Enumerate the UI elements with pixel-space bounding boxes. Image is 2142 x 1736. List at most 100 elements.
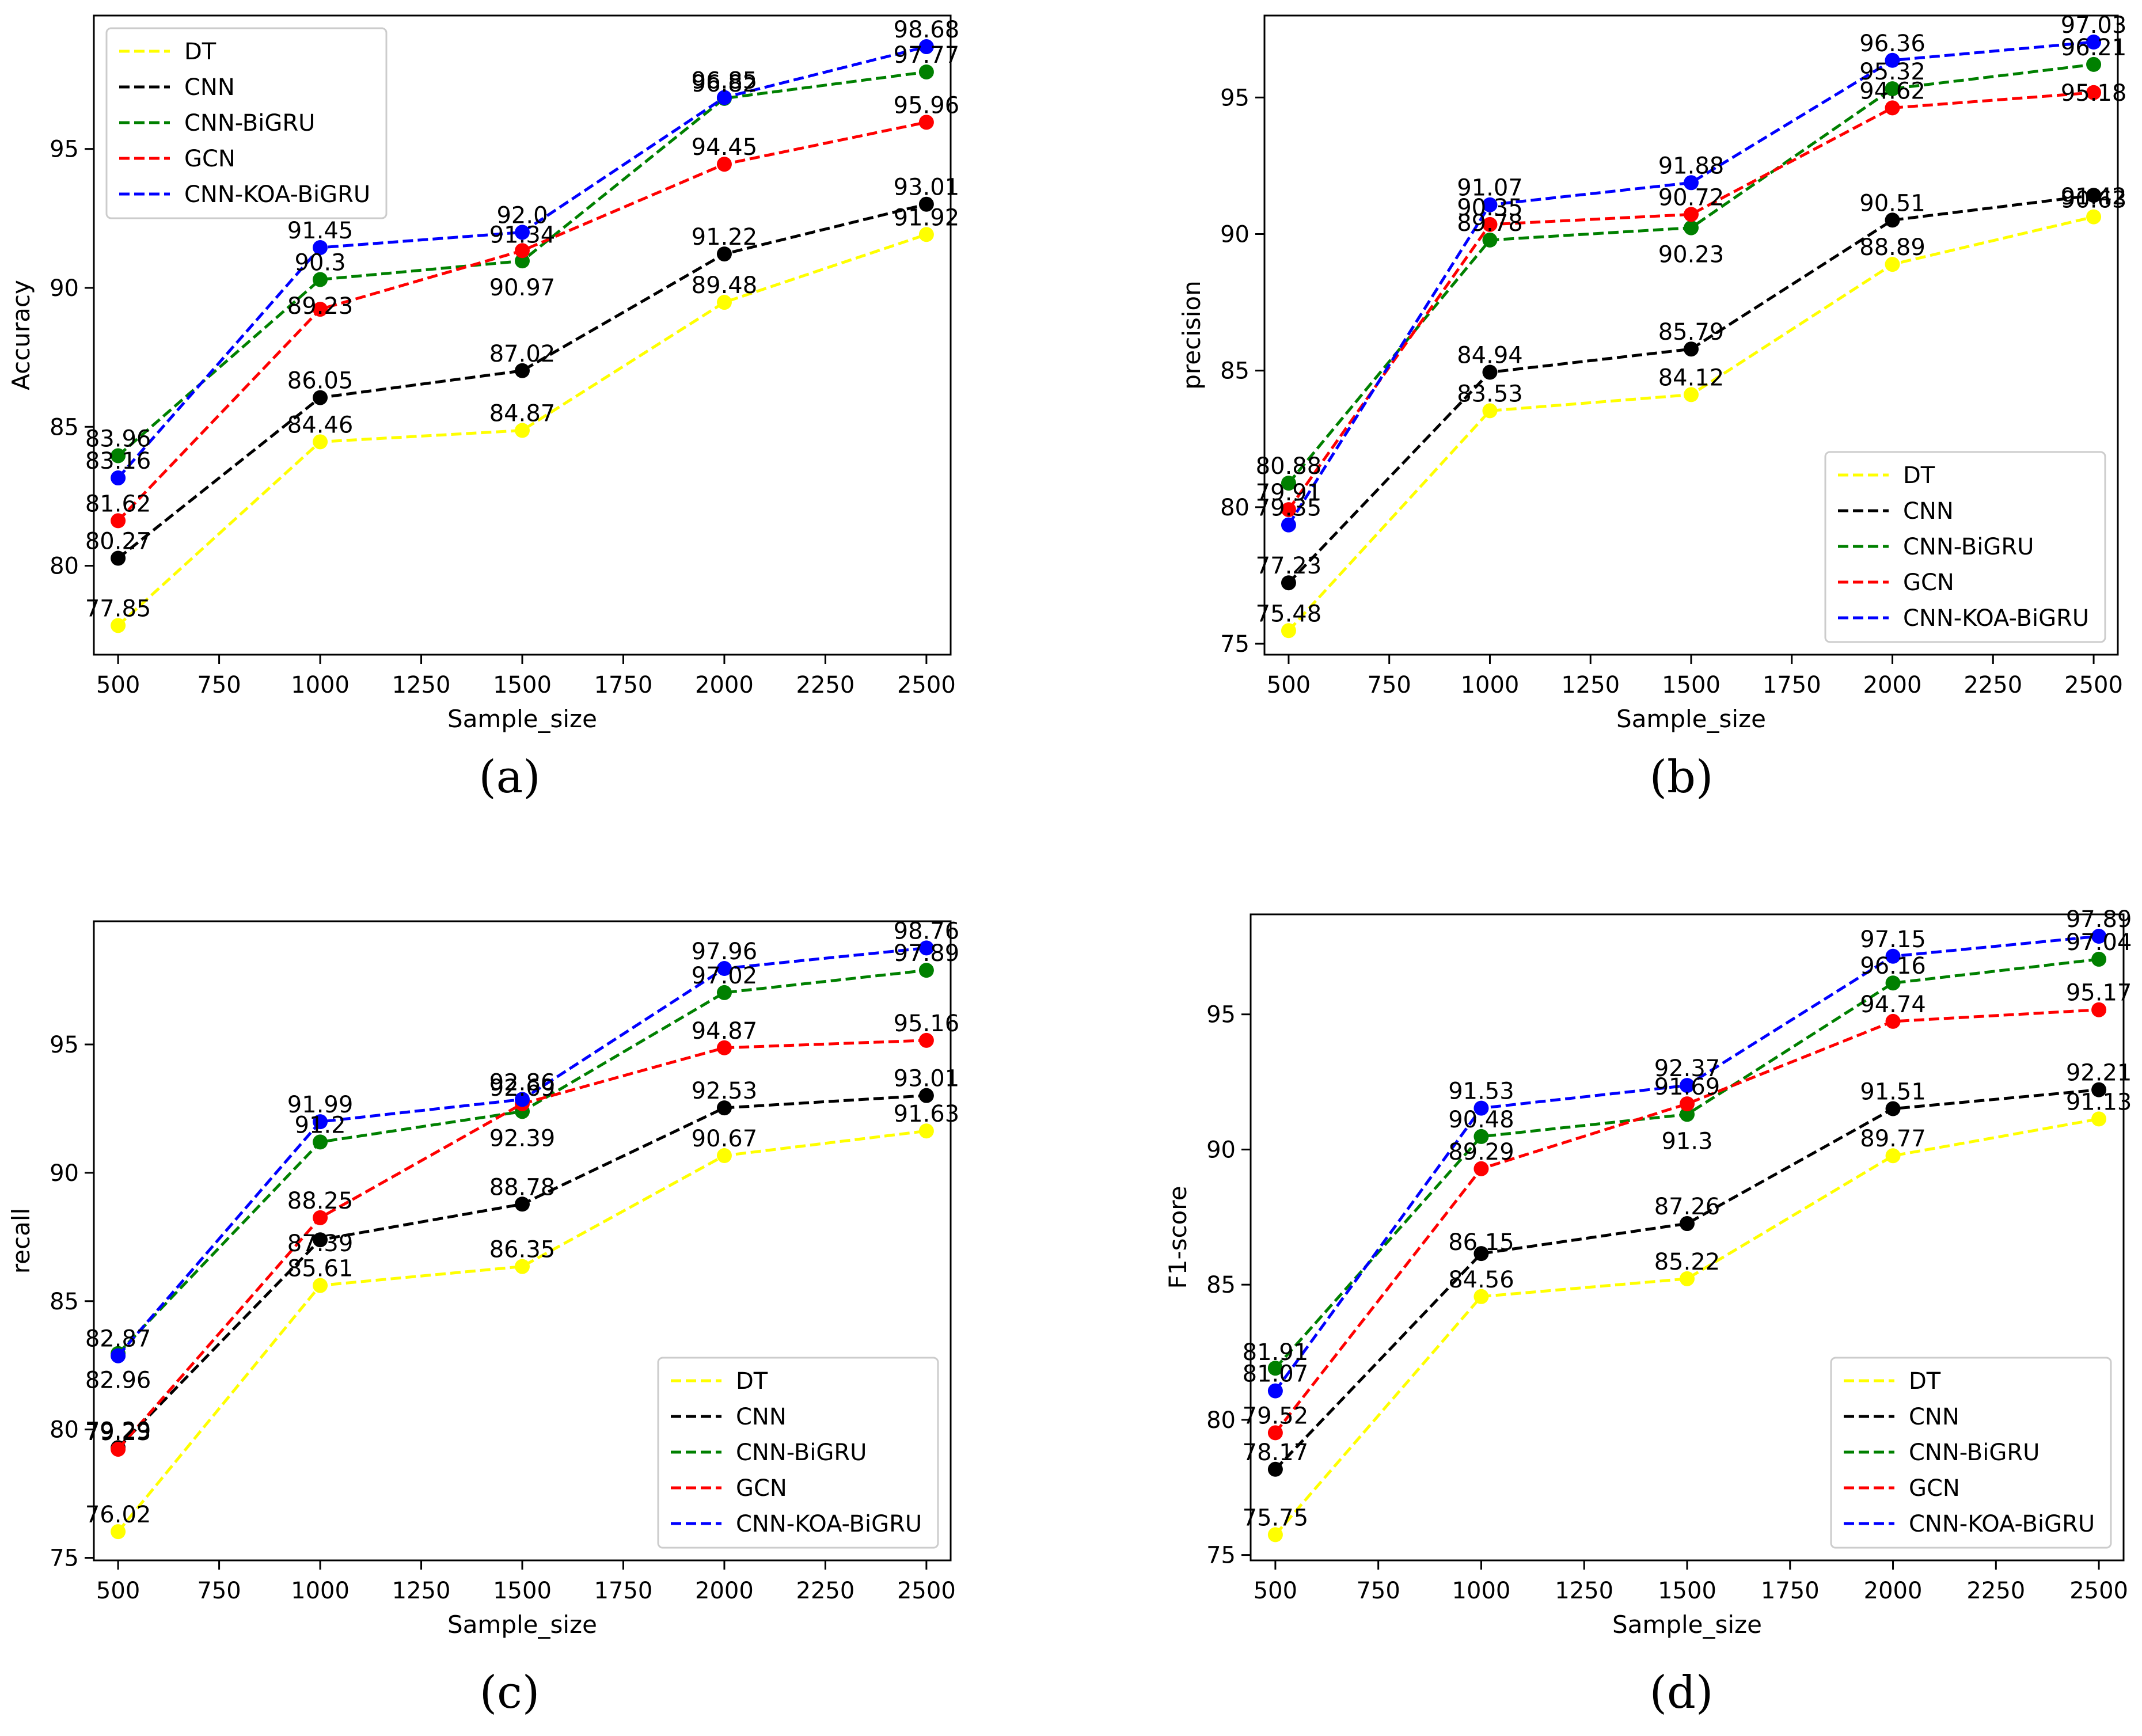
data-label: 87.39 bbox=[287, 1230, 354, 1257]
data-label: 92.39 bbox=[489, 1125, 556, 1152]
data-label: 97.77 bbox=[894, 42, 960, 69]
data-point-cnn-bigru bbox=[313, 1134, 328, 1150]
data-label: 92.37 bbox=[1654, 1055, 1721, 1082]
data-label: 91.88 bbox=[1658, 153, 1725, 179]
data-label: 94.62 bbox=[1859, 78, 1925, 104]
legend: DT CNN CNN-BiGRU GCN CNN-KOA-BiGRU bbox=[657, 1357, 939, 1549]
data-point-cnn bbox=[515, 363, 530, 378]
data-label: 98.76 bbox=[894, 918, 960, 944]
x-tick-label: 1750 bbox=[1761, 1578, 1820, 1604]
data-label: 95.16 bbox=[894, 1011, 960, 1037]
data-point-cnn-bigru bbox=[313, 272, 328, 287]
legend: DT CNN CNN-BiGRU GCN CNN-KOA-BiGRU bbox=[1830, 1357, 2112, 1549]
data-point-dt bbox=[1267, 1527, 1283, 1543]
data-point-dt bbox=[716, 295, 732, 310]
data-point-cnn bbox=[716, 1100, 732, 1116]
data-point-cnn bbox=[1267, 1461, 1283, 1477]
data-point-dt bbox=[111, 618, 126, 633]
data-label: 86.15 bbox=[1448, 1229, 1514, 1256]
legend-entry-gcn: GCN bbox=[1909, 1475, 1960, 1502]
x-tick-label: 500 bbox=[96, 672, 140, 698]
data-label: 82.87 bbox=[85, 1326, 151, 1353]
chart-panel-2: 500 750 1000 1250 1500 1750 2000 2250 2500 75 80 85… bbox=[1178, 12, 2126, 733]
y-tick-label: 85 bbox=[1206, 1272, 1236, 1298]
y-tick-label: 90 bbox=[1220, 221, 1250, 248]
data-point-cnn-bigru bbox=[1482, 232, 1498, 248]
series-line-cnn bbox=[117, 203, 927, 560]
data-label: 93.01 bbox=[894, 174, 960, 201]
data-label: 81.07 bbox=[1243, 1361, 1309, 1388]
data-label: 95.32 bbox=[1859, 59, 1925, 85]
data-point-cnn-koa-bigru bbox=[1281, 517, 1296, 533]
data-point-cnn bbox=[111, 550, 126, 566]
x-tick-label: 1000 bbox=[1461, 672, 1520, 698]
x-tick-label: 2000 bbox=[695, 1578, 754, 1604]
chart-panel-4: 500 750 1000 1250 1500 1750 2000 2250 2500 75 80 85… bbox=[1164, 906, 2132, 1639]
data-point-dt bbox=[1684, 387, 1699, 402]
data-label: 96.82 bbox=[692, 71, 758, 97]
data-point-cnn-koa-bigru bbox=[1885, 948, 1901, 964]
legend-entry-cnn: CNN bbox=[1903, 498, 1954, 525]
data-label: 92.21 bbox=[2066, 1060, 2132, 1087]
data-point-gcn bbox=[1885, 100, 1900, 116]
data-point-dt bbox=[313, 1278, 328, 1293]
x-tick-label: 2500 bbox=[2069, 1578, 2128, 1604]
data-point-cnn-koa-bigru bbox=[111, 470, 126, 486]
data-label: 96.36 bbox=[1859, 31, 1925, 57]
data-point-cnn-bigru bbox=[918, 963, 934, 978]
data-label: 91.2 bbox=[295, 1112, 346, 1138]
data-point-cnn-koa-bigru bbox=[716, 961, 732, 977]
data-point-cnn-koa-bigru bbox=[918, 940, 934, 956]
data-point-cnn-bigru bbox=[1473, 1129, 1489, 1144]
data-label: 84.12 bbox=[1658, 364, 1725, 391]
legend-box bbox=[105, 27, 388, 219]
y-tick-label: 95 bbox=[1220, 85, 1250, 111]
y-tick-label: 85 bbox=[50, 1289, 79, 1315]
x-axis-label: Sample_size bbox=[447, 1610, 597, 1639]
data-point-dt bbox=[918, 1123, 934, 1139]
legend-entry-cnn-bigru: CNN-BiGRU bbox=[1909, 1439, 2040, 1466]
data-point-cnn-bigru bbox=[918, 64, 934, 79]
x-tick-label: 1500 bbox=[1662, 672, 1721, 698]
y-tick-label: 75 bbox=[1220, 631, 1250, 658]
data-label: 91.42 bbox=[2061, 184, 2127, 210]
data-point-cnn-koa-bigru bbox=[313, 240, 328, 255]
series-line-dt bbox=[117, 233, 927, 627]
data-label: 90.63 bbox=[2061, 187, 2127, 214]
data-label: 97.96 bbox=[692, 939, 758, 965]
legend-entry-dt: DT bbox=[1903, 462, 1935, 489]
data-label: 94.74 bbox=[1860, 992, 1926, 1018]
data-point-gcn bbox=[1482, 216, 1498, 232]
data-point-cnn-koa-bigru bbox=[313, 1114, 328, 1130]
x-axis-label: Sample_size bbox=[1616, 705, 1766, 733]
y-tick-label: 95 bbox=[50, 1032, 79, 1058]
data-label: 92.86 bbox=[489, 1069, 556, 1096]
series-line-cnn bbox=[1274, 1088, 2099, 1471]
legend-entry-dt: DT bbox=[184, 39, 217, 65]
legend: DT CNN CNN-BiGRU GCN CNN-KOA-BiGRU bbox=[1824, 451, 2106, 643]
data-point-cnn-bigru bbox=[1281, 476, 1296, 491]
data-label: 95.18 bbox=[2061, 80, 2127, 107]
data-label: 91.53 bbox=[1448, 1078, 1514, 1105]
chart-panel-1: 500 750 1000 1250 1500 1750 2000 2250 2500 80 85 90… bbox=[7, 14, 960, 733]
x-tick-label: 1000 bbox=[291, 1578, 350, 1604]
y-tick-label: 80 bbox=[50, 1417, 79, 1443]
data-label: 86.35 bbox=[489, 1237, 556, 1263]
legend-entry-cnn: CNN bbox=[1909, 1404, 1959, 1430]
y-axis-label: recall bbox=[7, 1208, 35, 1274]
data-label: 94.87 bbox=[692, 1018, 758, 1044]
x-tick-label: 1250 bbox=[1561, 672, 1620, 698]
data-label: 91.13 bbox=[2066, 1089, 2132, 1115]
y-tick-label: 80 bbox=[50, 553, 79, 580]
data-label: 81.62 bbox=[85, 491, 151, 517]
data-point-dt bbox=[1473, 1289, 1489, 1304]
legend-entry-cnn-koa-bigru: CNN-KOA-BiGRU bbox=[184, 181, 370, 208]
data-point-cnn bbox=[1473, 1246, 1489, 1262]
data-label: 85.79 bbox=[1658, 319, 1725, 345]
legend-entry-gcn: GCN bbox=[1903, 569, 1954, 596]
panel-caption-b: (b) bbox=[1649, 751, 1714, 803]
data-label: 90.97 bbox=[489, 275, 556, 301]
x-tick-label: 500 bbox=[1254, 1578, 1297, 1604]
data-label: 91.51 bbox=[1860, 1079, 1926, 1106]
data-label: 90.3 bbox=[295, 249, 346, 276]
